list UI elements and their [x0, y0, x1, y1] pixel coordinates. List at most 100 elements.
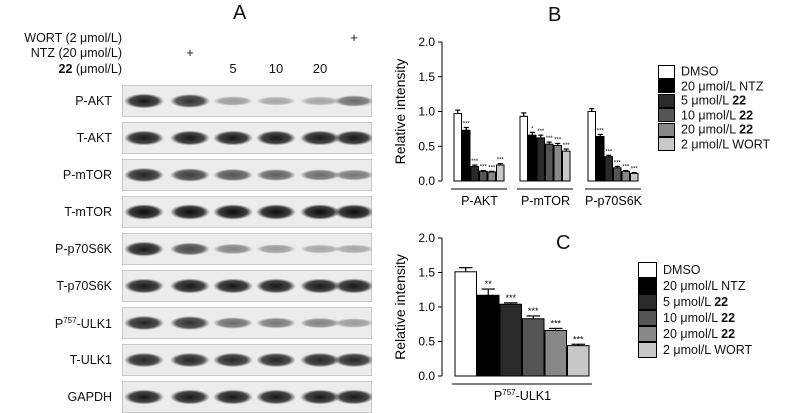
- legend-swatch: [658, 108, 675, 123]
- treatment-value: 10: [268, 61, 284, 76]
- legend-label: 20 μmol/L 22: [663, 327, 736, 341]
- significance-label: ***: [597, 128, 605, 134]
- significance-label: ***: [471, 159, 479, 165]
- blot-label: T-ULK1: [69, 353, 112, 367]
- treatment-label-compound: 22 (μmol/L): [0, 62, 122, 76]
- legend-item: 20 μmol/L 22: [658, 122, 753, 137]
- legend-swatch: [638, 342, 657, 358]
- significance-label: ***: [537, 129, 545, 135]
- legend-swatch: [658, 137, 675, 152]
- bar: [621, 170, 630, 182]
- legend-item: 2 μmol/L WORT: [658, 137, 770, 152]
- bar: [470, 165, 479, 182]
- blot-strip: [122, 270, 372, 302]
- blot-band: [170, 389, 210, 405]
- bar: [496, 164, 505, 182]
- legend-item: 10 μmol/L 22: [638, 310, 735, 326]
- significance-label: ***: [614, 160, 622, 166]
- y-tick-label: 2.0: [418, 35, 435, 49]
- y-tick-label: 2.0: [418, 231, 435, 245]
- bar: [536, 137, 545, 182]
- blot-strip: [122, 122, 372, 154]
- significance-label: ***: [497, 158, 505, 164]
- blot-label: T-AKT: [76, 131, 112, 145]
- y-tick-label: 1.5: [418, 70, 435, 84]
- blot-label: P-mTOR: [62, 168, 112, 182]
- blot-band: [334, 389, 372, 405]
- legend-item: 5 μmol/L 22: [638, 294, 728, 310]
- blot-strip: [122, 381, 372, 413]
- y-tick-label: 0.5: [418, 335, 435, 349]
- bar: [596, 136, 605, 182]
- legend-item: 20 μmol/L 22: [638, 326, 735, 342]
- blot-label: P-p70S6K: [55, 242, 112, 256]
- y-axis-label: Relative intensity: [392, 254, 408, 360]
- blot-band: [124, 130, 164, 146]
- legend-swatch: [638, 262, 657, 278]
- blot-band: [213, 389, 253, 405]
- legend-swatch: [638, 278, 657, 294]
- y-tick-label: 0.0: [418, 174, 435, 188]
- blot-band: [256, 130, 296, 146]
- category-label: P757-ULK1: [494, 388, 551, 403]
- category-label: P-mTOR: [521, 194, 570, 208]
- legend-swatch: [658, 64, 675, 79]
- bar: [562, 150, 571, 182]
- bar: [487, 171, 496, 182]
- legend-item: 10 μmol/L 22: [658, 108, 753, 123]
- significance-label: ***: [488, 165, 496, 171]
- blot-label: T-mTOR: [64, 205, 112, 219]
- legend-swatch: [638, 294, 657, 310]
- blot-band: [124, 167, 164, 183]
- blot-band: [300, 96, 340, 106]
- bar: [499, 303, 522, 377]
- bar: [477, 294, 500, 377]
- blot-band: [170, 94, 210, 108]
- blot-band: [124, 315, 164, 331]
- legend-item: 5 μmol/L 22: [658, 93, 746, 108]
- blot-band: [334, 244, 372, 254]
- blot-label: P-AKT: [75, 94, 112, 108]
- legend-item: 20 μmol/L NTZ: [658, 79, 763, 94]
- blot-strip: [122, 85, 372, 117]
- blot-band: [334, 130, 372, 146]
- treatment-compound-number: 22: [58, 62, 73, 76]
- y-tick-label: 0.5: [418, 139, 435, 153]
- blot-band: [170, 278, 210, 294]
- y-tick-label: 1.0: [418, 105, 435, 119]
- significance-label: **: [485, 279, 493, 289]
- blot-band: [334, 204, 372, 220]
- bar: [528, 134, 537, 182]
- blot-strip: [122, 233, 372, 265]
- significance-label: ***: [546, 136, 554, 142]
- bar: [453, 113, 462, 182]
- blot-band: [213, 278, 253, 294]
- blot-band: [300, 389, 340, 405]
- blot-strip: [122, 344, 372, 376]
- blot-band: [256, 352, 296, 368]
- legend-label: DMSO: [681, 64, 719, 79]
- legend-label: 20 μmol/L NTZ: [663, 279, 746, 293]
- blot-band: [256, 204, 296, 220]
- blot-band: [256, 169, 296, 181]
- blot-band: [170, 316, 210, 330]
- significance-label: ***: [505, 293, 516, 303]
- blot-band: [256, 244, 296, 254]
- legend-label: DMSO: [663, 263, 701, 277]
- blot-band: [300, 130, 340, 146]
- significance-label: ***: [622, 165, 630, 171]
- bar: [567, 345, 590, 377]
- blot-band: [170, 352, 210, 368]
- blot-band: [213, 96, 253, 106]
- significance-label: ***: [554, 137, 562, 143]
- blot-label: GAPDH: [67, 390, 112, 404]
- y-tick-label: 0.0: [418, 369, 435, 383]
- y-tick-label: 1.0: [418, 300, 435, 314]
- y-tick-label: 1.5: [418, 266, 435, 280]
- legend-label: 2 μmol/L WORT: [663, 343, 753, 357]
- treatment-value: +: [350, 30, 358, 45]
- legend-label: 20 μmol/L NTZ: [681, 79, 764, 94]
- treatment-label-ntz: NTZ (20 μmol/L): [30, 46, 122, 60]
